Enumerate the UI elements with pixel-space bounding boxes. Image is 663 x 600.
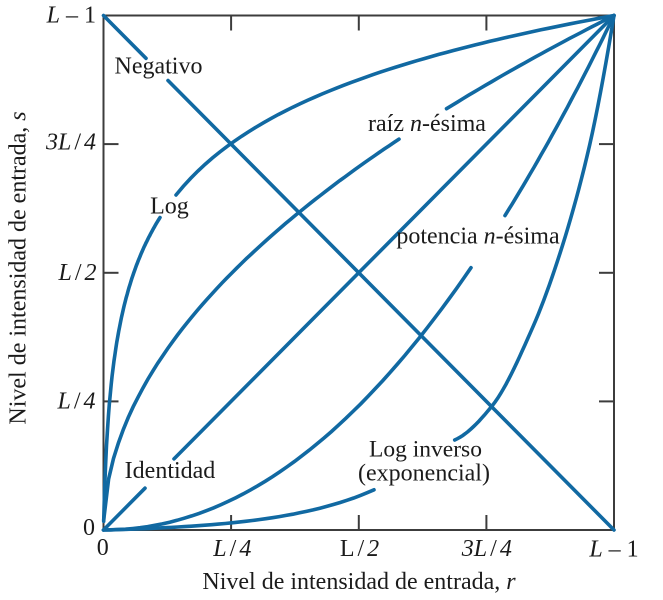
svg-text:Nivel de intensidad de entrada: Nivel de intensidad de entrada, s (6, 111, 32, 424)
svg-text:3L/4: 3L/4 (45, 130, 96, 156)
svg-text:L – 1: L – 1 (588, 537, 638, 563)
svg-text:L/4: L/4 (212, 536, 251, 562)
svg-text:(exponencial): (exponencial) (358, 461, 490, 487)
svg-text:L – 1: L – 1 (46, 3, 96, 29)
svg-text:Nivel de intensidad de entrada: Nivel de intensidad de entrada, r (202, 569, 516, 595)
svg-text:Log: Log (150, 194, 189, 220)
svg-text:raíz n-ésima: raíz n-ésima (368, 111, 486, 137)
svg-text:0: 0 (83, 515, 95, 541)
svg-text:Log inverso: Log inverso (369, 437, 482, 463)
svg-text:Identidad: Identidad (125, 458, 216, 484)
svg-text:0: 0 (97, 535, 109, 561)
svg-text:L/2: L/2 (340, 536, 379, 562)
svg-text:potencia n-ésima: potencia n-ésima (396, 224, 560, 250)
svg-text:3L/4: 3L/4 (461, 536, 512, 562)
svg-text:L/4: L/4 (56, 389, 95, 415)
svg-text:L/2: L/2 (57, 260, 96, 286)
svg-text:Negativo: Negativo (115, 54, 203, 80)
